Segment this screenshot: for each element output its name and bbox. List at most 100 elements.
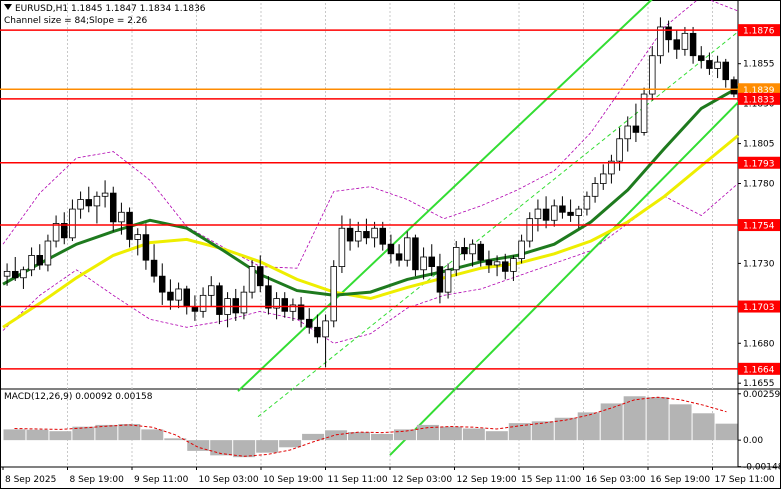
macd-y-tick-label: 0.00: [743, 436, 763, 446]
symbol-header: EURUSD,H1 1.1845 1.1847 1.1834 1.1836: [4, 4, 206, 14]
candle-body: [436, 266, 444, 293]
candle-body: [207, 285, 215, 296]
level-price-tag: [738, 219, 780, 232]
y-tick-label: 1.1680: [743, 339, 775, 349]
x-tick-label: 12 Sep 03:00: [392, 475, 452, 485]
candle-body: [69, 208, 76, 239]
candle-body: [403, 237, 411, 261]
candle-body: [444, 269, 452, 293]
candle-body: [485, 259, 493, 266]
y-tick-label: 1.1855: [743, 60, 775, 70]
macd-histogram-bar: [348, 432, 370, 441]
candle-body: [3, 270, 11, 277]
level-price-tag: [738, 362, 780, 375]
candle-body: [346, 227, 354, 242]
candle-body: [477, 243, 485, 261]
candle-body: [501, 261, 509, 272]
candle-body: [93, 195, 101, 207]
macd-histogram-bar: [692, 413, 715, 441]
level-price-label: 1.1833: [743, 95, 775, 105]
candle-body: [722, 61, 730, 81]
candle-body: [599, 173, 607, 184]
y-tick-label: 1.1780: [743, 180, 775, 190]
level-price-label: 1.1793: [743, 159, 775, 169]
band-lower-line: [2, 183, 739, 344]
candle-body: [101, 192, 109, 197]
macd-histogram-bar: [187, 440, 210, 451]
candle-body: [158, 275, 166, 293]
candle-body: [673, 39, 681, 50]
channel-info: Channel size = 84;Slope = 2.26: [4, 16, 148, 26]
candle-body: [493, 261, 501, 266]
candle-body: [248, 266, 256, 293]
macd-histogram-bar: [233, 440, 256, 458]
candle-body: [150, 259, 158, 277]
level-price-label: 1.1664: [743, 365, 775, 375]
macd-histogram-bar: [49, 431, 72, 441]
candle-body: [697, 55, 705, 61]
candle-body: [706, 60, 713, 69]
macd-histogram-bar: [485, 431, 508, 441]
channel-lower-line: [389, 99, 741, 456]
macd-histogram-bar: [669, 404, 692, 441]
candle-body: [420, 256, 427, 271]
level-price-tag: [738, 83, 780, 96]
level-price-tag: [738, 156, 780, 169]
candle-body: [256, 266, 264, 287]
y-tick-label: 1.1730: [743, 259, 775, 269]
ma-fast-line: [2, 86, 739, 297]
level-price-tag: [738, 300, 780, 313]
candle-body: [371, 227, 378, 239]
macd-histogram-bar: [72, 426, 95, 441]
x-tick-label: 16 Sep 03:00: [586, 475, 646, 485]
level-price-tag: [738, 92, 780, 105]
level-price-label: 1.1703: [743, 303, 775, 313]
macd-histogram-bar: [164, 438, 187, 441]
candle-body: [469, 243, 476, 255]
macd-histogram-bar: [531, 421, 554, 441]
macd-label: MACD(12,26,9) 0.00092 0.00158: [4, 392, 153, 402]
candle-body: [314, 326, 321, 338]
candle-body: [142, 234, 150, 261]
macd-histogram-bar: [623, 396, 646, 441]
macd-histogram-bar: [508, 423, 531, 441]
candle-body: [526, 218, 534, 242]
ma-slow-line: [2, 134, 739, 329]
y-tick-label: 1.1805: [743, 140, 775, 150]
candle-body: [77, 199, 84, 210]
macd-histogram-bar: [462, 428, 485, 441]
macd-histogram-bar: [302, 433, 325, 441]
candle-body: [183, 288, 191, 307]
candle-body: [640, 93, 648, 133]
level-price-label: 1.1754: [743, 222, 775, 232]
x-tick-label: 11 Sep 11:00: [328, 475, 388, 485]
candle-body: [575, 208, 583, 216]
symbol-ohlc-text: EURUSD,H1 1.1845 1.1847 1.1834 1.1836: [15, 4, 206, 14]
candle-body: [109, 192, 117, 223]
x-tick-label: 17 Sep 11:00: [715, 475, 775, 485]
macd-histogram-bar: [393, 429, 416, 441]
candle-body: [28, 255, 35, 271]
candle-body: [11, 270, 19, 279]
candle-body: [363, 231, 370, 239]
candle-body: [534, 208, 542, 220]
candle-body: [265, 285, 272, 309]
triangle-down-icon: [4, 4, 12, 10]
candle-body: [216, 285, 223, 315]
macd-histogram-bar: [439, 426, 462, 441]
candle-body: [412, 237, 419, 271]
macd-y-tick-label: 0.00259: [743, 390, 780, 400]
macd-histogram-bar: [554, 417, 577, 441]
candle-body: [126, 211, 133, 240]
candle-body: [428, 256, 436, 267]
candle-body: [297, 304, 305, 320]
level-price-label: 1.1839: [743, 86, 775, 96]
candle-body: [281, 298, 289, 312]
candle-body: [714, 61, 721, 69]
macd-histogram-bar: [600, 403, 623, 441]
candle-body: [379, 227, 387, 245]
candle-body: [60, 223, 68, 239]
candle-body: [730, 79, 738, 95]
